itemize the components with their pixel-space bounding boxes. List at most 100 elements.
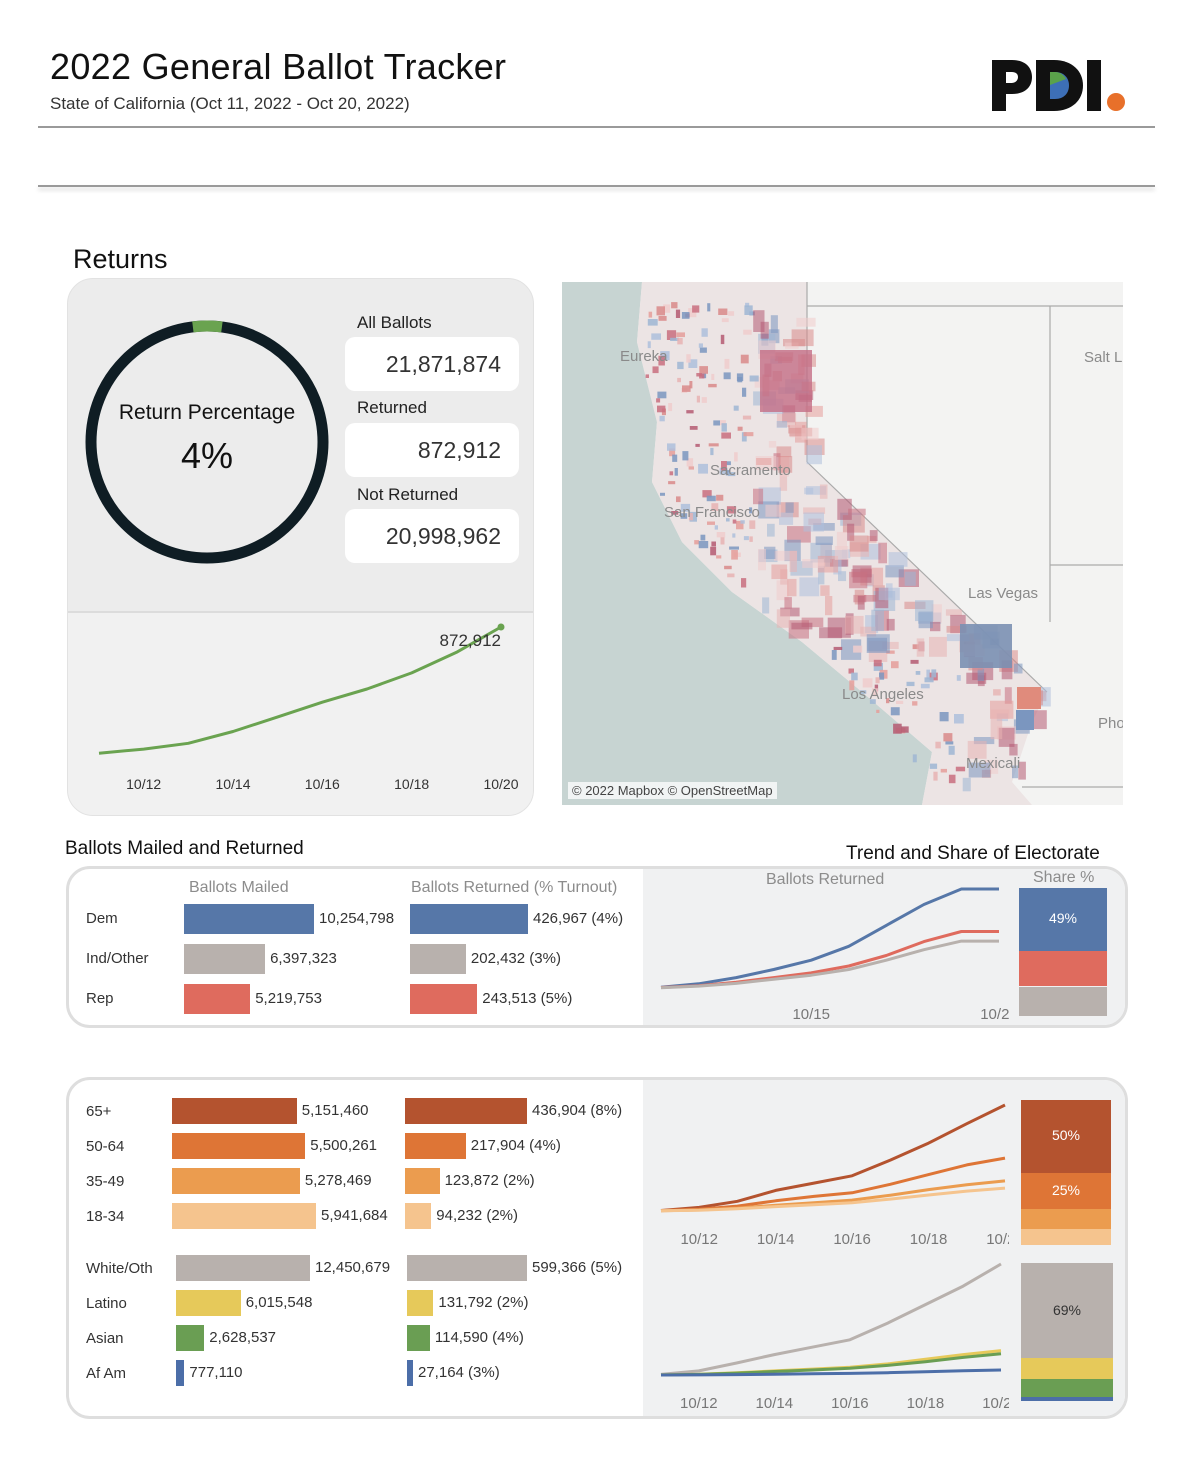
precinct-patch xyxy=(967,740,987,759)
precinct-patch xyxy=(864,595,877,602)
precinct-patch xyxy=(660,492,665,496)
precinct-patch xyxy=(873,662,883,671)
series-line-returned[interactable] xyxy=(98,625,502,755)
precinct-patch xyxy=(841,639,862,660)
precinct-patch xyxy=(948,774,956,784)
precinct-patch xyxy=(926,669,930,680)
precinct-patch xyxy=(804,487,814,495)
tick-label: 10/16 xyxy=(831,1395,869,1412)
returned-bar-ind-other xyxy=(410,944,466,974)
precinct-patch xyxy=(956,675,961,681)
precinct-patch xyxy=(910,659,919,664)
precinct-patch xyxy=(734,452,738,462)
precinct-patch xyxy=(692,305,700,313)
returned-value: 872,912 xyxy=(345,423,519,477)
precinct-patch xyxy=(699,347,707,353)
returned-value-dem: 426,967 (4%) xyxy=(533,910,624,927)
precinct-patch xyxy=(672,454,678,462)
precinct-patch xyxy=(716,555,722,559)
pdi-logo xyxy=(992,60,1125,111)
precinct-patch xyxy=(784,597,792,609)
share-segment-rep xyxy=(1019,950,1107,987)
precinct-patch xyxy=(890,707,900,716)
precinct-patch xyxy=(720,420,726,426)
precinct-patch xyxy=(663,304,671,313)
filter-bar-divider xyxy=(38,185,1155,187)
returned-bar-65- xyxy=(405,1098,527,1124)
precinct-patch xyxy=(1018,761,1026,780)
share-label-white-oth: 69% xyxy=(1052,1301,1082,1318)
not-returned-value: 20,998,962 xyxy=(345,509,519,563)
precinct-patch xyxy=(686,410,694,414)
ring-fill xyxy=(85,320,329,564)
precinct-patch xyxy=(696,395,700,403)
end-point[interactable] xyxy=(497,623,505,631)
precinct-patch xyxy=(668,481,676,485)
mailed-bar-dem xyxy=(184,904,314,934)
map-attribution[interactable]: © 2022 Mapbox © OpenStreetMap xyxy=(568,782,777,799)
precinct-patch xyxy=(770,315,778,334)
precinct-patch xyxy=(680,503,691,512)
precinct-patch xyxy=(1009,743,1018,756)
precinct-patch xyxy=(764,546,776,559)
precinct-patch xyxy=(876,709,880,713)
series-line-65-[interactable] xyxy=(660,1103,1006,1212)
precinct-patch xyxy=(874,684,879,692)
series-line-rep[interactable] xyxy=(660,930,999,989)
returned-value-35-49: 123,872 (2%) xyxy=(444,1172,535,1189)
precinct-patch xyxy=(871,688,878,697)
precinct-patch xyxy=(686,354,691,363)
series-line-ind-other[interactable] xyxy=(660,939,999,990)
party-panel: Ballots Mailed Ballots Returned (% Turno… xyxy=(66,866,1128,1028)
mailed-value-35-49: 5,278,469 xyxy=(304,1172,372,1189)
precinct-patch xyxy=(866,634,890,653)
returned-bar-50-64 xyxy=(405,1133,466,1159)
precinct-patch xyxy=(720,334,725,345)
returned-value-white-oth: 599,366 (5%) xyxy=(532,1259,623,1276)
precinct-patch xyxy=(682,451,689,461)
precinct-patch xyxy=(745,302,750,307)
precinct-patch xyxy=(869,699,876,704)
precinct-patch xyxy=(721,432,731,439)
precinct-patch xyxy=(973,737,995,745)
precinct-patch xyxy=(719,467,728,475)
precinct-patch xyxy=(721,423,727,432)
precinct-patches xyxy=(645,302,1051,792)
precinct-patch xyxy=(707,521,715,525)
precinct-patch xyxy=(714,525,718,530)
precinct-patch xyxy=(878,587,900,601)
share-segment-50-64 xyxy=(1021,1172,1111,1209)
series-line-dem[interactable] xyxy=(660,887,999,989)
series-line-af-am[interactable] xyxy=(660,1368,1002,1377)
precinct-patch xyxy=(820,585,830,596)
precinct-patch xyxy=(675,309,681,318)
precinct-patch xyxy=(652,366,659,374)
series-line-18-34[interactable] xyxy=(660,1186,1006,1213)
precinct-patch xyxy=(791,622,813,630)
precinct-patch xyxy=(668,403,673,412)
precinct-patch xyxy=(706,495,716,502)
map-label-losangeles: Los Angeles xyxy=(842,686,924,703)
precinct-patch xyxy=(776,580,789,601)
precinct-patch xyxy=(799,577,820,597)
precinct-patch xyxy=(860,690,867,694)
returned-value-asian: 114,590 (4%) xyxy=(434,1329,524,1346)
precinct-patch xyxy=(920,683,930,689)
precinct-patch xyxy=(886,650,895,654)
mailed-bar-asian xyxy=(176,1325,205,1351)
precinct-patch xyxy=(886,618,895,631)
precinct-patch xyxy=(724,358,730,369)
precinct-patch xyxy=(845,615,864,634)
precinct-patch-large xyxy=(1016,710,1034,730)
series-line-white-oth[interactable] xyxy=(660,1262,1002,1376)
tick-label: 10/20 xyxy=(483,776,518,792)
precinct-patch xyxy=(700,534,706,541)
tick-label: 10/16 xyxy=(305,776,340,792)
all-ballots-value: 21,871,874 xyxy=(345,337,519,391)
precinct-patch xyxy=(860,626,877,637)
precinct-patch-large xyxy=(760,350,812,412)
share-segment-latino xyxy=(1021,1358,1113,1379)
precinct-map[interactable]: Eureka Sacramento San Francisco Las Vega… xyxy=(562,282,1123,805)
page-title: 2022 General Ballot Tracker xyxy=(50,46,507,87)
precinct-patch xyxy=(878,542,887,564)
